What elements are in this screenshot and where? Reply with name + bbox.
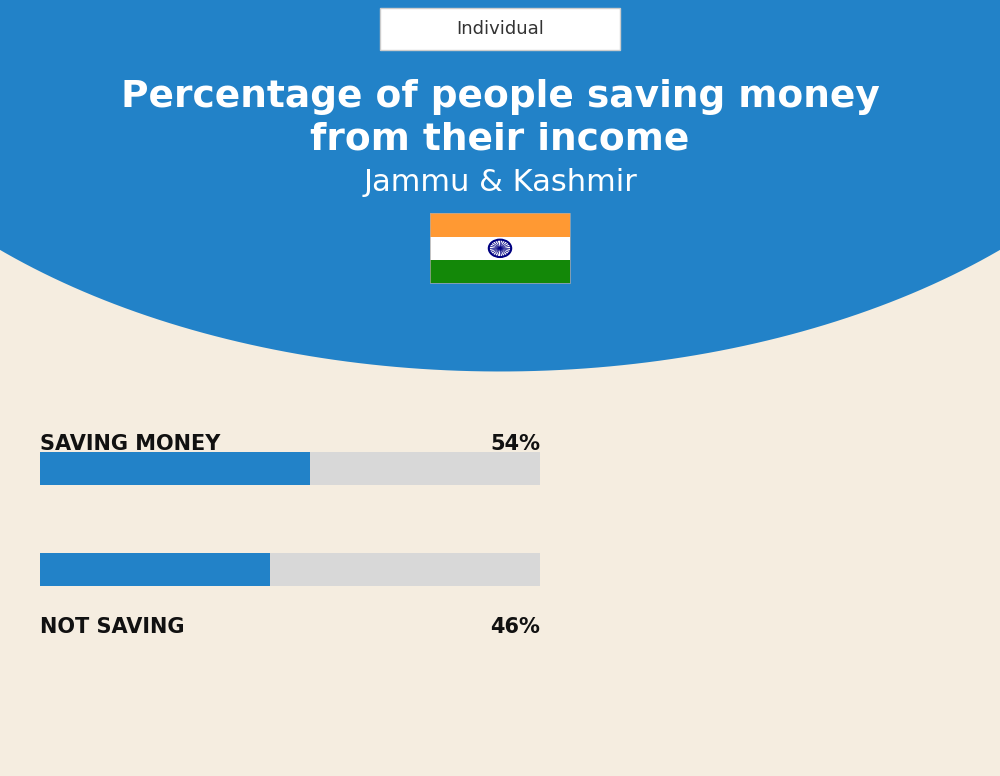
Text: 54%: 54% (490, 434, 540, 454)
Text: SAVING MONEY: SAVING MONEY (40, 434, 220, 454)
FancyBboxPatch shape (380, 8, 620, 50)
Bar (40, 452, 540, 485)
Bar (430, 237, 570, 260)
Text: Percentage of people saving money: Percentage of people saving money (121, 79, 879, 115)
Bar (430, 213, 570, 283)
Text: NOT SAVING: NOT SAVING (40, 617, 184, 637)
Polygon shape (0, 0, 1000, 372)
Text: Individual: Individual (456, 20, 544, 38)
Bar (430, 213, 570, 237)
Bar (40, 553, 270, 586)
Text: Jammu & Kashmir: Jammu & Kashmir (363, 168, 637, 197)
Bar (40, 452, 310, 485)
Text: 46%: 46% (490, 617, 540, 637)
Bar (40, 553, 540, 586)
Text: from their income: from their income (310, 122, 690, 158)
Bar (430, 260, 570, 283)
